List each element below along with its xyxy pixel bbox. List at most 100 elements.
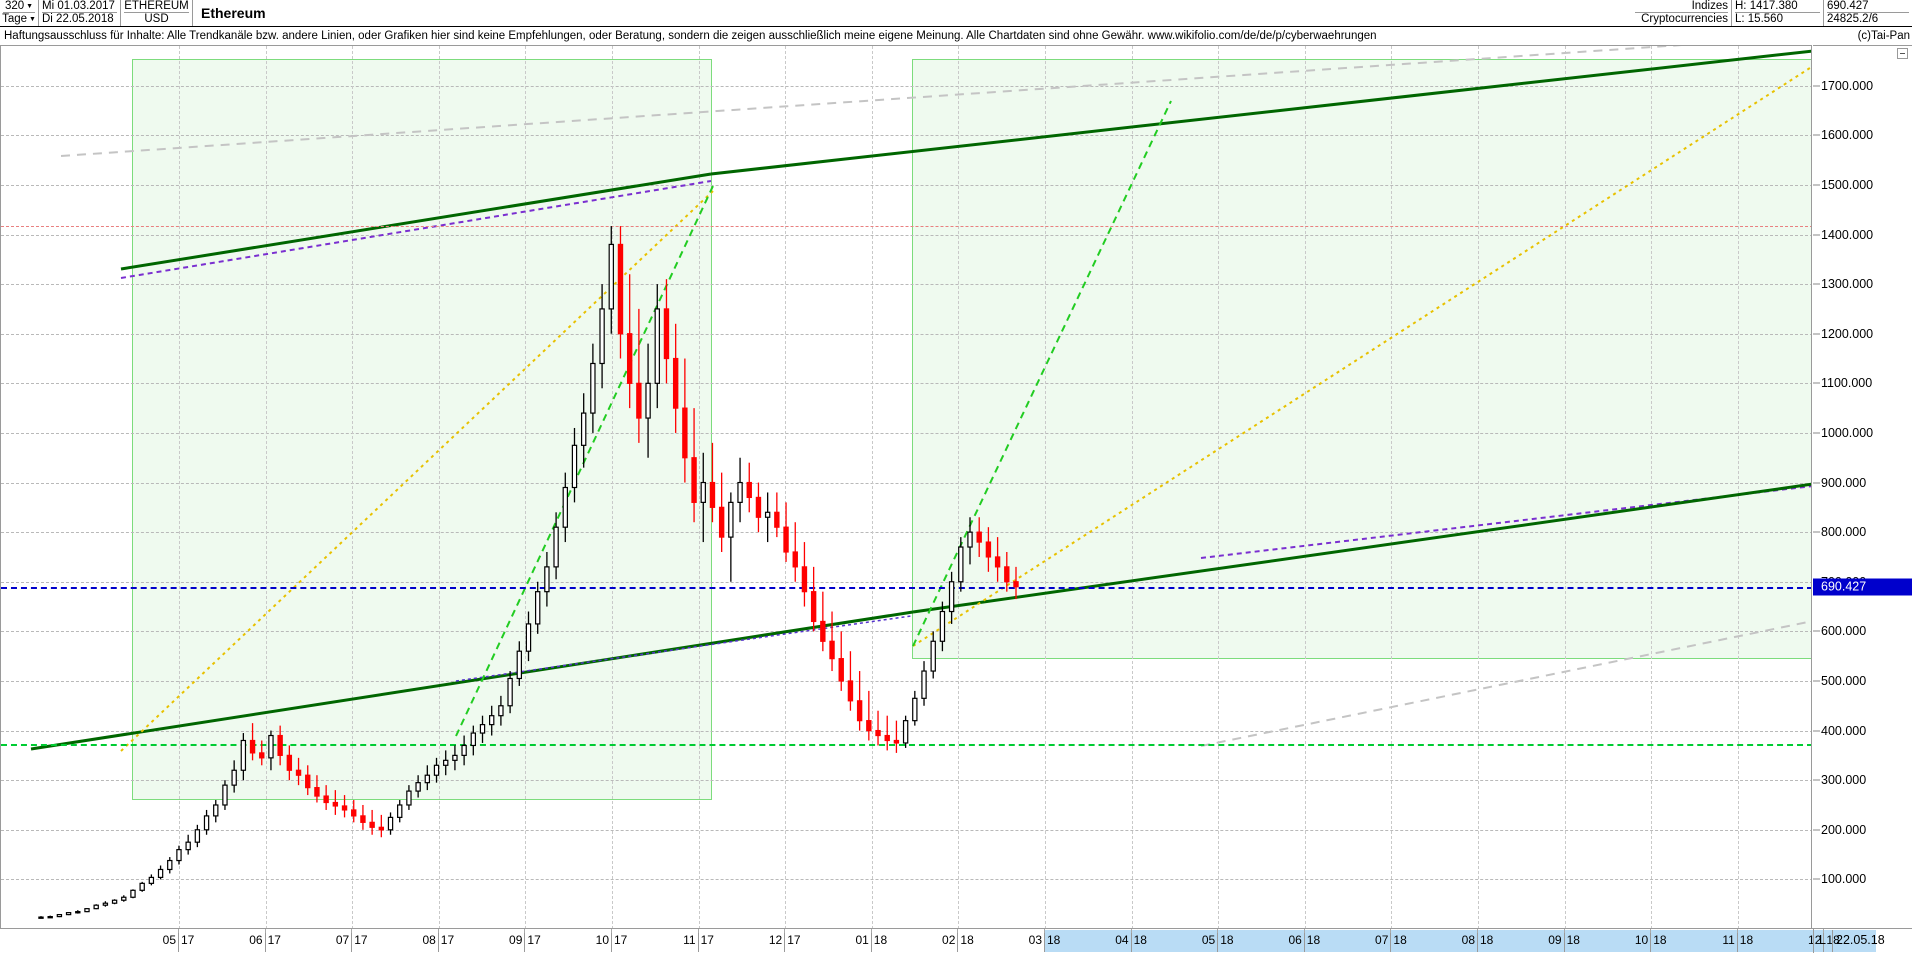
candle-body[interactable]: [792, 551, 798, 568]
candle-body[interactable]: [415, 782, 421, 792]
candle-body[interactable]: [626, 333, 633, 384]
candle-body[interactable]: [397, 804, 403, 818]
candle-body[interactable]: [249, 739, 256, 754]
candle-body[interactable]: [452, 754, 458, 761]
candle-body[interactable]: [939, 610, 946, 642]
candle-body[interactable]: [369, 821, 375, 828]
candle-body[interactable]: [406, 790, 412, 806]
candle-body[interactable]: [875, 729, 881, 737]
candle-body[interactable]: [443, 759, 449, 766]
candle-body[interactable]: [56, 914, 63, 918]
candlestick-series[interactable]: [1, 46, 1812, 928]
candle-body[interactable]: [820, 620, 826, 642]
candle-body[interactable]: [148, 876, 155, 884]
candle-body[interactable]: [810, 591, 817, 623]
period-count-row[interactable]: 320 ▼: [3, 0, 35, 13]
date-range-cell[interactable]: Mi 01.03.2017 Di 22.05.2018: [39, 0, 121, 26]
candle-body[interactable]: [38, 916, 44, 919]
candle-body[interactable]: [755, 496, 762, 518]
candle-body[interactable]: [75, 911, 81, 914]
candle-body[interactable]: [948, 581, 955, 613]
candle-body[interactable]: [700, 481, 706, 503]
candle-body[interactable]: [709, 481, 716, 508]
candle-body[interactable]: [240, 739, 247, 771]
candle-body[interactable]: [912, 697, 918, 722]
candle-body[interactable]: [268, 734, 274, 759]
candle-body[interactable]: [718, 506, 725, 538]
chevron-down-icon[interactable]: ▼: [26, 2, 34, 10]
candle-body[interactable]: [65, 912, 72, 916]
candle-body[interactable]: [590, 362, 596, 414]
candle-body[interactable]: [774, 511, 780, 528]
candle-body[interactable]: [121, 896, 127, 901]
candle-body[interactable]: [525, 623, 532, 652]
candle-body[interactable]: [902, 720, 909, 744]
candle-body[interactable]: [1013, 581, 1019, 588]
candle-body[interactable]: [47, 915, 53, 919]
candle-body[interactable]: [157, 868, 164, 879]
candle-body[interactable]: [562, 486, 568, 528]
candle-body[interactable]: [498, 705, 504, 717]
candle-body[interactable]: [470, 732, 477, 747]
candle-body[interactable]: [737, 481, 743, 503]
candle-body[interactable]: [930, 640, 936, 672]
candle-body[interactable]: [323, 795, 329, 804]
candle-body[interactable]: [645, 382, 651, 419]
candle-body[interactable]: [176, 849, 182, 862]
candle-body[interactable]: [111, 899, 118, 904]
candle-body[interactable]: [884, 734, 890, 742]
candle-body[interactable]: [259, 752, 265, 759]
candle-body[interactable]: [185, 841, 191, 851]
candle-body[interactable]: [921, 670, 927, 699]
candle-body[interactable]: [801, 566, 808, 593]
candle-body[interactable]: [213, 804, 219, 817]
horizontal-scrollbar-thumb[interactable]: [1045, 930, 1877, 952]
candle-body[interactable]: [314, 787, 320, 797]
candle-body[interactable]: [728, 501, 734, 538]
candle-body[interactable]: [636, 382, 642, 419]
minimize-icon[interactable]: [1897, 48, 1908, 59]
candle-body[interactable]: [672, 357, 679, 409]
candle-body[interactable]: [580, 412, 587, 446]
price-axis[interactable]: 1700.000 1600.000 1500.000 1400.000 1300.000…: [1813, 45, 1912, 928]
candle-body[interactable]: [534, 591, 541, 625]
candle-body[interactable]: [351, 809, 357, 817]
candle-body[interactable]: [139, 882, 145, 891]
candle-body[interactable]: [1004, 566, 1010, 583]
candle-body[interactable]: [341, 805, 348, 811]
candle-body[interactable]: [387, 816, 394, 831]
candle-body[interactable]: [167, 859, 173, 871]
candle-body[interactable]: [553, 526, 559, 568]
candle-body[interactable]: [305, 774, 311, 789]
candle-body[interactable]: [433, 764, 440, 776]
chart-plot-area[interactable]: [0, 45, 1812, 928]
candle-body[interactable]: [507, 677, 513, 707]
candle-body[interactable]: [461, 744, 467, 756]
candle-body[interactable]: [203, 815, 210, 831]
candle-body[interactable]: [994, 556, 1001, 568]
chevron-down-icon[interactable]: ▼: [29, 16, 36, 23]
candle-body[interactable]: [286, 754, 293, 771]
candle-body[interactable]: [489, 715, 495, 726]
candle-body[interactable]: [829, 640, 835, 660]
category-cell[interactable]: Indizes Cryptocurrencies: [1632, 0, 1732, 26]
candle-body[interactable]: [617, 243, 624, 335]
candle-body[interactable]: [516, 650, 523, 680]
candle-body[interactable]: [985, 541, 992, 558]
candle-body[interactable]: [691, 457, 697, 503]
candle-body[interactable]: [663, 308, 670, 360]
candle-body[interactable]: [231, 769, 237, 786]
candle-body[interactable]: [967, 531, 973, 548]
candle-body[interactable]: [332, 801, 339, 807]
candle-body[interactable]: [866, 720, 872, 732]
candle-body[interactable]: [424, 774, 431, 784]
candle-body[interactable]: [764, 511, 771, 518]
candle-body[interactable]: [783, 526, 789, 553]
candle-body[interactable]: [102, 902, 109, 906]
candle-body[interactable]: [682, 407, 688, 459]
candle-body[interactable]: [295, 769, 302, 776]
candle-body[interactable]: [599, 308, 605, 365]
candle-body[interactable]: [378, 826, 385, 831]
candle-body[interactable]: [194, 829, 201, 843]
period-selector[interactable]: 320 ▼ Tage ▼: [0, 0, 39, 26]
